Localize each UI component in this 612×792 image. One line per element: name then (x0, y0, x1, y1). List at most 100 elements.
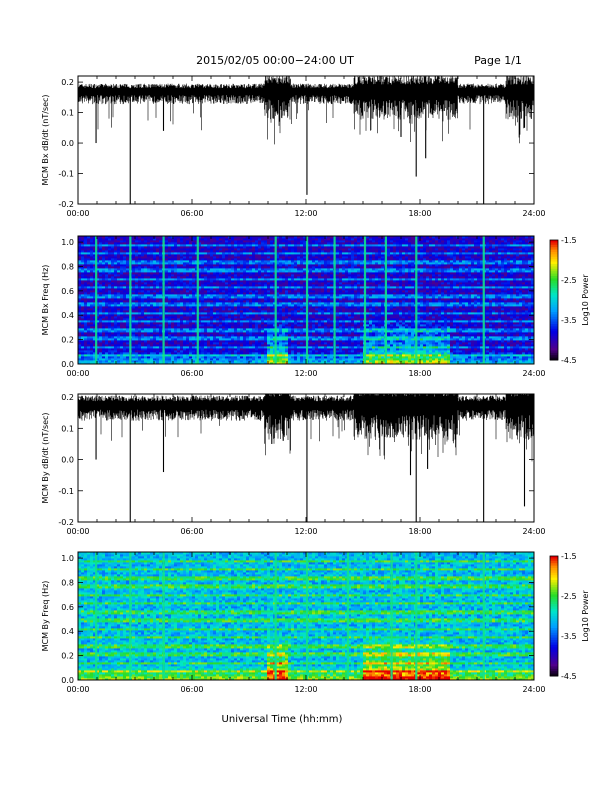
spectrogram-cell (120, 308, 124, 311)
spectrogram-cell (138, 260, 142, 263)
spectrogram-cell (198, 300, 202, 303)
spectrogram-cell (180, 346, 184, 349)
spectrogram-cell (189, 346, 193, 349)
spectrogram-cell (198, 238, 202, 241)
spectrogram-cell (201, 282, 205, 285)
spectrogram-cell (108, 306, 112, 309)
spectrogram-cell (150, 332, 154, 335)
spectrogram-cell (174, 274, 178, 277)
spectrogram-cell (207, 298, 211, 301)
spectrogram-cell (210, 248, 214, 251)
spectrogram-cell (108, 340, 112, 343)
spectrogram-cell (132, 324, 136, 327)
spectrogram-cell (78, 236, 82, 239)
spectrogram-cell (213, 264, 217, 267)
spectrogram-cell (135, 262, 139, 265)
spectrogram-cell (150, 266, 154, 269)
spectrogram-cell (111, 266, 115, 269)
spectrogram-cell (174, 262, 178, 265)
spectrogram-cell (141, 288, 145, 291)
spectrogram-cell (120, 358, 124, 361)
spectrogram-cell (171, 292, 175, 295)
spectrogram-cell (99, 294, 103, 297)
spectrogram-cell (84, 358, 88, 361)
spectrogram-cell (114, 326, 118, 329)
spectrogram-cell (183, 298, 187, 301)
spectrogram-cell (192, 350, 196, 353)
spectrogram-cell (102, 248, 106, 251)
spectrogram-cell (108, 252, 112, 255)
spectrogram-cell (183, 238, 187, 241)
spectrogram-cell (201, 242, 205, 245)
spectrogram-cell (84, 288, 88, 291)
spectrogram-cell (135, 336, 139, 339)
spectrogram-cell (165, 302, 169, 305)
spectrogram-cell (123, 294, 127, 297)
spectrogram-cell (213, 238, 217, 241)
spectrogram-cell (189, 300, 193, 303)
spectrogram-cell (120, 256, 124, 259)
spectrogram-cell (117, 286, 121, 289)
spectrogram-cell (183, 258, 187, 261)
spectrogram-cell (159, 252, 163, 255)
spectrogram-cell (147, 268, 151, 271)
spectrogram-cell (105, 260, 109, 263)
spectrogram-cell (150, 278, 154, 281)
spectrogram-cell (120, 244, 124, 247)
spectrogram-cell (213, 302, 217, 305)
spectrogram-cell (159, 260, 163, 263)
spectrogram-cell (204, 302, 208, 305)
spectrogram-cell (138, 286, 142, 289)
spectrogram-cell (111, 318, 115, 321)
spectrogram-cell (141, 356, 145, 359)
spectrogram-cell (135, 330, 139, 333)
spectrogram-cell (216, 362, 220, 365)
spectrogram-cell (201, 336, 205, 339)
spectrogram-cell (87, 264, 91, 267)
spectrogram-cell (105, 312, 109, 315)
spectrogram-cell (111, 336, 115, 339)
spectrogram-cell (105, 300, 109, 303)
spectrogram-cell (93, 318, 97, 321)
spectrogram-cell (144, 302, 148, 305)
spectrogram-cell (90, 274, 94, 277)
spectrogram-cell (90, 252, 94, 255)
spectrogram-cell (144, 310, 148, 313)
spectrogram-cell (126, 240, 130, 243)
spectrogram-cell (153, 298, 157, 301)
spectrogram-cell (99, 308, 103, 311)
spectrogram-cell (156, 250, 160, 253)
spectrogram-cell (159, 350, 163, 353)
spectrogram-cell (126, 338, 130, 341)
spectrogram-cell (123, 348, 127, 351)
spectrogram-cell (165, 348, 169, 351)
spectrogram-cell (96, 298, 100, 301)
spectrogram-cell (171, 268, 175, 271)
spectrogram-cell (201, 266, 205, 269)
spectrogram-cell (81, 346, 85, 349)
spectrogram-cell (183, 286, 187, 289)
spectrogram-cell (192, 280, 196, 283)
spectrogram-cell (177, 282, 181, 285)
spectrogram-cell (141, 294, 145, 297)
spectrogram-cell (180, 296, 184, 299)
spectrogram-cell (153, 290, 157, 293)
spectrogram-cell (174, 254, 178, 257)
spectrogram-cell (171, 284, 175, 287)
spectrogram-cell (198, 254, 202, 257)
spectrogram-cell (126, 254, 130, 257)
spectrogram-cell (87, 300, 91, 303)
spectrogram-cell (132, 320, 136, 323)
spectrogram-cell (135, 276, 139, 279)
spectrogram-cell (108, 250, 112, 253)
spectrogram-cell (153, 340, 157, 343)
y-tick-label: 0.2 (61, 78, 74, 87)
spectrogram-cell (213, 266, 217, 269)
spectrogram-cell (117, 302, 121, 305)
spectrogram-cell (96, 254, 100, 257)
spectrogram-cell (132, 310, 136, 313)
spectrogram-cell (207, 268, 211, 271)
spectrogram-cell (204, 282, 208, 285)
spectrogram-cell (201, 332, 205, 335)
spectrogram-cell (78, 250, 82, 253)
